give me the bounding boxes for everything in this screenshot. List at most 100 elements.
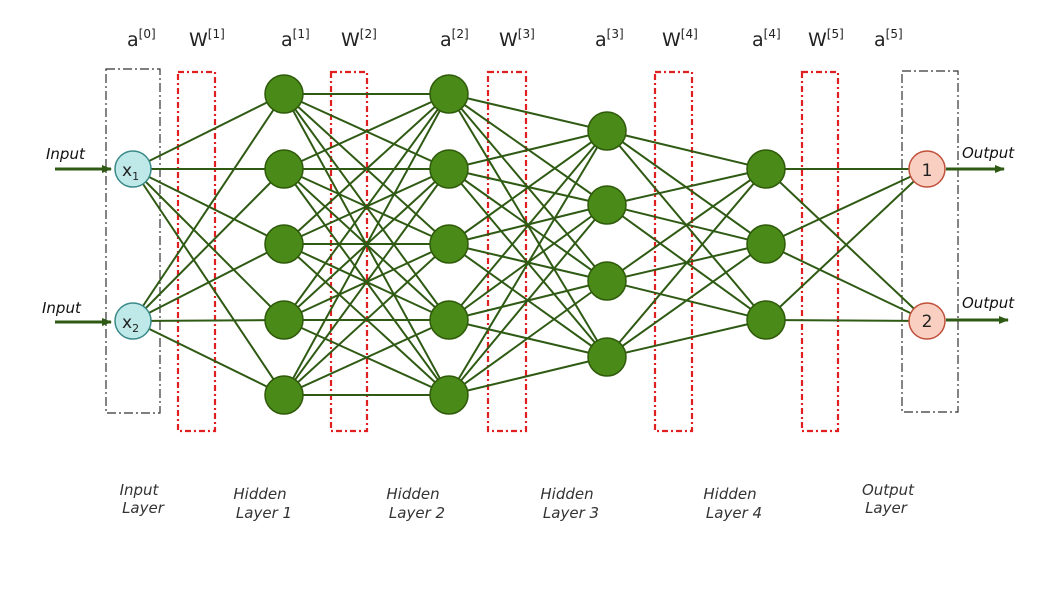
activation-label-a1: a[1]: [281, 27, 310, 51]
edge-l4-n3-to-n2: [765, 319, 928, 322]
layer-label-output-line2: Layer: [865, 499, 908, 517]
hidden2-neuron-4: [429, 300, 469, 340]
io-arrows: [55, 165, 1009, 326]
edge-l1-n5-to-n4: [283, 319, 450, 396]
layer-label-hidden4-line1: Hidden: [703, 485, 756, 503]
input-label-2: Input: [42, 299, 82, 317]
layer-label-hidden3-line2: Layer 3: [543, 504, 599, 522]
edge-l4-n2-to-n2: [765, 243, 928, 322]
edge-l2-n5-to-n1: [448, 130, 608, 396]
hidden2-neuron-5: [429, 375, 469, 415]
weight-box-w2: [329, 70, 369, 433]
output-layer-box: [901, 70, 959, 413]
output-neuron-1: [908, 150, 946, 188]
layer-label-hidden2-line2: Layer 2: [389, 504, 445, 522]
weight-box-w4: [653, 70, 694, 433]
edge-l3-n1-to-n1: [606, 130, 767, 170]
neurons: [114, 74, 946, 415]
layer-boxes: [105, 68, 959, 414]
output-neuron-2: [908, 302, 946, 340]
edge-l1-n2-to-n1: [283, 93, 450, 170]
hidden1-neuron-3: [264, 224, 304, 264]
hidden2-neuron-3: [429, 224, 469, 264]
edge-l2-n3-to-n1: [448, 130, 608, 245]
edge-l3-n4-to-n3: [606, 319, 767, 358]
hidden1-neuron-4: [264, 300, 304, 340]
edge-l3-n4-to-n1: [606, 168, 767, 358]
edge-l4-n2-to-n1: [765, 168, 928, 245]
output-label-1: Output: [962, 144, 1015, 162]
edge-l1-n4-to-n1: [283, 93, 450, 321]
weight-boxes: [176, 70, 840, 433]
node-labels: x1 x2 1 2: [122, 161, 932, 335]
hidden2-neuron-2: [429, 149, 469, 189]
edge-l3-n4-to-n2: [606, 243, 767, 358]
edge-l3-n2-to-n1: [606, 168, 767, 206]
layer-label-hidden4-line2: Layer 4: [706, 504, 762, 522]
hidden3-neuron-3: [587, 261, 627, 301]
hidden2-neuron-1: [429, 74, 469, 114]
edge-l3-n3-to-n1: [606, 168, 767, 282]
layer-label-hidden1-line1: Hidden: [233, 485, 286, 503]
weight-label-w5: W[5]: [808, 27, 844, 51]
activation-label-a5: a[5]: [874, 27, 903, 51]
connections: [132, 93, 928, 396]
output-node-label-1: 1: [922, 161, 933, 181]
edge-l2-n5-to-n3: [448, 280, 608, 396]
activation-label-a2: a[2]: [440, 27, 469, 51]
hidden4-neuron-2: [746, 224, 786, 264]
hidden1-neuron-1: [264, 74, 304, 114]
edge-l0-n2-to-n2: [132, 168, 285, 322]
hidden4-neuron-1: [746, 149, 786, 189]
hidden1-neuron-5: [264, 375, 304, 415]
layer-label-hidden3-line1: Hidden: [540, 485, 593, 503]
edge-l1-n3-to-n1: [283, 93, 450, 245]
edge-l1-n5-to-n2: [283, 168, 450, 396]
edge-l2-n2-to-n1: [448, 130, 608, 170]
layer-label-output-line1: Output: [862, 481, 915, 499]
edge-l2-n5-to-n4: [448, 356, 608, 396]
output-node-label-2: 2: [922, 312, 933, 332]
edge-l2-n4-to-n1: [448, 130, 608, 321]
weight-label-w4: W[4]: [662, 27, 698, 51]
input-neuron-1: [114, 150, 152, 188]
edge-l0-n2-to-n1: [132, 93, 285, 322]
top-labels: a[0] W[1] a[1] W[2] a[2] W[3] a[3] W[4] …: [127, 27, 903, 51]
weight-label-w1: W[1]: [189, 27, 225, 51]
hidden3-neuron-2: [587, 185, 627, 225]
edge-l0-n2-to-n5: [132, 320, 285, 396]
weight-box-w3: [486, 70, 528, 433]
edge-l1-n5-to-n3: [283, 243, 450, 396]
io-labels: Input Input Output Output: [42, 144, 1015, 317]
output-label-2: Output: [962, 294, 1015, 312]
activation-label-a4: a[4]: [752, 27, 781, 51]
edge-l1-n5-to-n1: [283, 93, 450, 396]
edge-l4-n3-to-n1: [765, 168, 928, 321]
edge-l2-n5-to-n2: [448, 204, 608, 396]
input-layer-box: [105, 68, 161, 414]
edge-l0-n2-to-n4: [132, 319, 285, 322]
edge-l2-n1-to-n1: [448, 93, 608, 132]
edge-l0-n1-to-n1: [132, 93, 285, 170]
edge-l0-n2-to-n3: [132, 243, 285, 322]
hidden3-neuron-1: [587, 111, 627, 151]
weight-box-w5: [800, 70, 840, 433]
layer-label-hidden1-line2: Layer 1: [236, 504, 292, 522]
activation-label-a3: a[3]: [595, 27, 624, 51]
weight-label-w3: W[3]: [499, 27, 535, 51]
input-label-1: Input: [46, 145, 86, 163]
hidden3-neuron-4: [587, 337, 627, 377]
layer-label-hidden2-line1: Hidden: [386, 485, 439, 503]
weight-box-w1: [176, 70, 217, 433]
layer-label-input-line1: Input: [120, 481, 160, 499]
layer-labels: Input Layer Hidden Layer 1 Hidden Layer …: [120, 481, 916, 522]
hidden1-neuron-2: [264, 149, 304, 189]
input-node-label-2: x2: [122, 313, 139, 335]
input-neuron-2: [114, 302, 152, 340]
layer-label-input-line2: Layer: [122, 499, 165, 517]
hidden4-neuron-3: [746, 300, 786, 340]
input-node-label-1: x1: [122, 161, 139, 183]
weight-label-w2: W[2]: [341, 27, 377, 51]
activation-label-a0: a[0]: [127, 27, 156, 51]
